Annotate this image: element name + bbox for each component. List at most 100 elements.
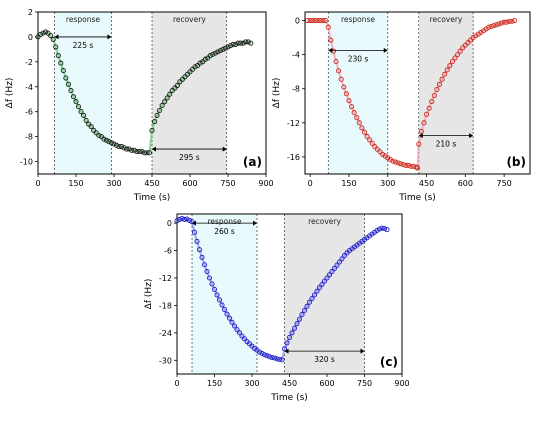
plot-frame — [304, 11, 531, 175]
data-point — [206, 275, 213, 281]
data-point — [405, 162, 411, 169]
data-point — [384, 226, 390, 233]
data-point — [210, 51, 216, 57]
data-point — [261, 352, 268, 358]
data-point — [376, 226, 383, 232]
arrow-head-right — [360, 348, 365, 354]
data-point — [274, 356, 280, 362]
y-tick-label: -12 — [287, 119, 300, 128]
data-point — [424, 111, 430, 117]
x-tick-label: 900 — [394, 379, 409, 388]
y-tick-label: -18 — [159, 301, 172, 310]
data-point — [442, 71, 448, 77]
data-point — [289, 330, 295, 336]
data-point — [398, 161, 404, 167]
data-point — [113, 142, 120, 148]
y-tick-label: -2 — [25, 58, 33, 67]
data-point — [414, 165, 421, 171]
data-point — [312, 17, 318, 24]
data-point — [121, 145, 127, 151]
data-point — [426, 105, 432, 111]
data-point — [214, 292, 220, 298]
data-point — [96, 132, 102, 138]
data-point — [194, 238, 200, 244]
data-point — [317, 17, 324, 24]
data-point — [231, 323, 238, 329]
arrow-head-left — [418, 133, 423, 139]
duration-label: 225 s — [73, 41, 94, 50]
data-point — [276, 356, 283, 362]
data-point — [211, 286, 218, 292]
data-point — [361, 129, 368, 135]
data-point — [212, 50, 218, 56]
data-point — [306, 299, 313, 305]
data-point — [75, 104, 82, 110]
data-point — [436, 81, 443, 88]
data-point — [346, 98, 352, 104]
data-point — [326, 272, 333, 278]
duration-label: 230 s — [348, 54, 369, 63]
data-point — [37, 31, 44, 37]
data-point — [486, 24, 492, 30]
data-point — [316, 285, 323, 291]
data-point — [83, 117, 89, 123]
data-point — [390, 158, 396, 164]
x-tick-label: 450 — [144, 179, 159, 188]
y-tick-label: -12 — [159, 274, 172, 283]
data-point — [323, 17, 329, 24]
region-label: recovery — [173, 15, 206, 24]
data-point — [334, 262, 340, 268]
x-axis-label: Time (s) — [398, 193, 436, 203]
data-point — [338, 76, 344, 82]
x-tick-label: 600 — [458, 179, 473, 188]
data-point — [329, 269, 335, 275]
data-point — [70, 94, 77, 100]
data-point — [319, 281, 325, 287]
data-point — [501, 19, 507, 25]
data-point — [43, 29, 49, 35]
data-point — [488, 23, 494, 30]
data-point — [462, 42, 468, 48]
y-tick-label: -8 — [25, 133, 33, 142]
panel-label: (a) — [243, 155, 262, 169]
data-point — [240, 40, 246, 46]
data-point — [209, 281, 215, 287]
data-point — [452, 55, 458, 61]
data-point — [416, 141, 422, 147]
region-label: response — [66, 15, 100, 24]
data-point — [299, 312, 305, 318]
duration-label: 210 s — [436, 140, 457, 149]
data-point — [176, 216, 183, 223]
chart-panel-c: response recovery 0 150 300 450 600 750 900 0 -6 -1… — [144, 213, 410, 403]
data-point — [179, 216, 185, 222]
y-tick-label: 2 — [28, 8, 33, 17]
y-tick-label: 0 — [295, 17, 300, 26]
data-point — [294, 321, 300, 327]
data-point — [354, 115, 360, 121]
data-point — [48, 33, 54, 39]
data-point — [286, 334, 293, 340]
data-point — [460, 45, 466, 51]
data-point — [146, 150, 153, 156]
data-point — [367, 137, 373, 143]
data-point — [217, 48, 223, 54]
data-point — [349, 104, 355, 110]
data-point — [491, 23, 497, 29]
data-point — [192, 64, 198, 70]
data-point — [336, 68, 342, 74]
data-point — [40, 30, 46, 36]
x-tick-label: 150 — [68, 179, 83, 188]
data-point — [154, 112, 160, 118]
y-tick-label: 0 — [28, 33, 33, 42]
data-point — [239, 333, 245, 339]
data-point — [369, 140, 375, 146]
data-point — [307, 17, 313, 24]
data-point — [235, 40, 241, 46]
data-point — [101, 136, 107, 142]
data-point — [465, 40, 471, 46]
y-tick-label: 0 — [167, 219, 172, 228]
x-tick-label: 450 — [419, 179, 434, 188]
data-point — [408, 163, 414, 169]
data-point — [305, 17, 311, 24]
